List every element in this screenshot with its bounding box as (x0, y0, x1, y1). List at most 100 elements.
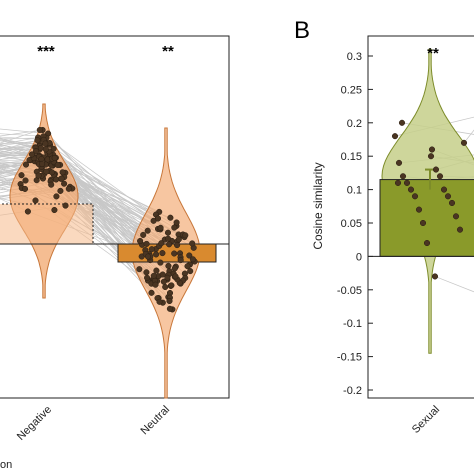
xtick-sexual: Sexual (410, 404, 442, 436)
y-tick-label: 0 (356, 251, 362, 263)
data-point (39, 160, 46, 167)
y-tick-label: 0.3 (347, 51, 362, 63)
data-point (51, 206, 58, 214)
subject-line (46, 137, 159, 219)
data-point (456, 226, 464, 233)
data-point (184, 263, 191, 270)
data-point (42, 140, 49, 147)
data-point (143, 240, 150, 247)
panel-a-axes-box (0, 35, 230, 399)
data-point (65, 185, 72, 192)
y-tick-label: -0.15 (337, 352, 362, 364)
data-point (165, 235, 172, 242)
data-point (144, 227, 151, 234)
bar-negative (0, 203, 94, 245)
data-point (32, 148, 40, 155)
y-tick-label: 0.25 (341, 84, 362, 96)
y-tick-label: -0.2 (343, 385, 362, 397)
xtick-neutral: Neutral (139, 404, 173, 438)
bar-neutral (117, 243, 217, 263)
data-point (143, 269, 150, 276)
data-point (35, 172, 42, 179)
data-point (157, 259, 164, 266)
data-point (48, 169, 56, 176)
data-point (153, 251, 160, 258)
data-point (162, 283, 169, 291)
subject-line (434, 276, 474, 293)
data-point (427, 153, 435, 160)
subject-line (69, 186, 141, 242)
data-point (21, 185, 29, 192)
data-point (148, 246, 155, 253)
data-point (36, 126, 43, 134)
data-point (158, 240, 165, 247)
panel-b-points (391, 119, 468, 280)
data-point (168, 282, 175, 289)
data-point (159, 250, 166, 257)
panel-a: *** ** Negative Neutral on (0, 35, 230, 471)
data-point (428, 146, 436, 153)
data-point (51, 154, 58, 162)
data-point (436, 173, 444, 180)
data-point (140, 231, 147, 238)
data-point (440, 186, 448, 193)
data-point (22, 161, 30, 168)
data-point (32, 197, 39, 204)
data-point (136, 266, 143, 273)
data-point (53, 193, 60, 200)
y-tick-label: 0.1 (347, 185, 362, 197)
data-point (53, 176, 60, 183)
data-point (407, 186, 415, 193)
data-point (399, 173, 407, 180)
data-point (175, 236, 182, 243)
data-point (159, 271, 166, 278)
data-point (164, 274, 171, 281)
data-point (403, 179, 411, 186)
data-point (423, 239, 431, 247)
data-point (54, 161, 61, 169)
data-point (154, 215, 162, 222)
subject-line (0, 154, 33, 157)
data-point (48, 181, 55, 188)
data-point (42, 146, 49, 153)
y-tick-label: -0.1 (343, 318, 362, 330)
data-point (415, 206, 423, 213)
data-point (153, 267, 160, 274)
data-point (171, 224, 178, 231)
data-point (444, 193, 452, 200)
data-point (152, 281, 159, 288)
data-point (148, 289, 155, 296)
data-point (166, 297, 173, 305)
data-point (43, 168, 50, 175)
panel-a-xlabel-fragment: on (0, 459, 12, 471)
data-point (186, 252, 193, 259)
data-point (137, 237, 144, 245)
panel-label-b: B (294, 17, 310, 44)
data-point (189, 240, 196, 247)
violin-neutral (131, 127, 201, 399)
data-point (431, 273, 439, 280)
y-ticks: 0.3 0.25 0.2 0.15 0.1 0.05 0 -0.05 -0.1 -0.15 -0.2 (337, 51, 373, 397)
data-point (28, 151, 36, 158)
data-point (171, 265, 178, 272)
data-point (166, 305, 173, 312)
data-point (395, 159, 403, 166)
data-point (57, 187, 64, 194)
xtick-negative: Negative (15, 404, 54, 443)
data-point (171, 250, 178, 257)
data-point (411, 193, 419, 200)
data-point (164, 229, 172, 236)
violin-negative (9, 103, 79, 299)
data-point (173, 219, 180, 226)
data-point (391, 133, 399, 140)
y-tick-label: -0.05 (337, 285, 362, 297)
data-point (150, 272, 157, 279)
y-tick-label: 0.2 (347, 118, 362, 130)
data-point (160, 278, 167, 285)
data-point (419, 219, 427, 227)
data-point (18, 172, 25, 179)
data-point (452, 213, 460, 220)
y-tick-label: 0.05 (341, 218, 362, 230)
sig-neutral: ** (162, 43, 174, 60)
